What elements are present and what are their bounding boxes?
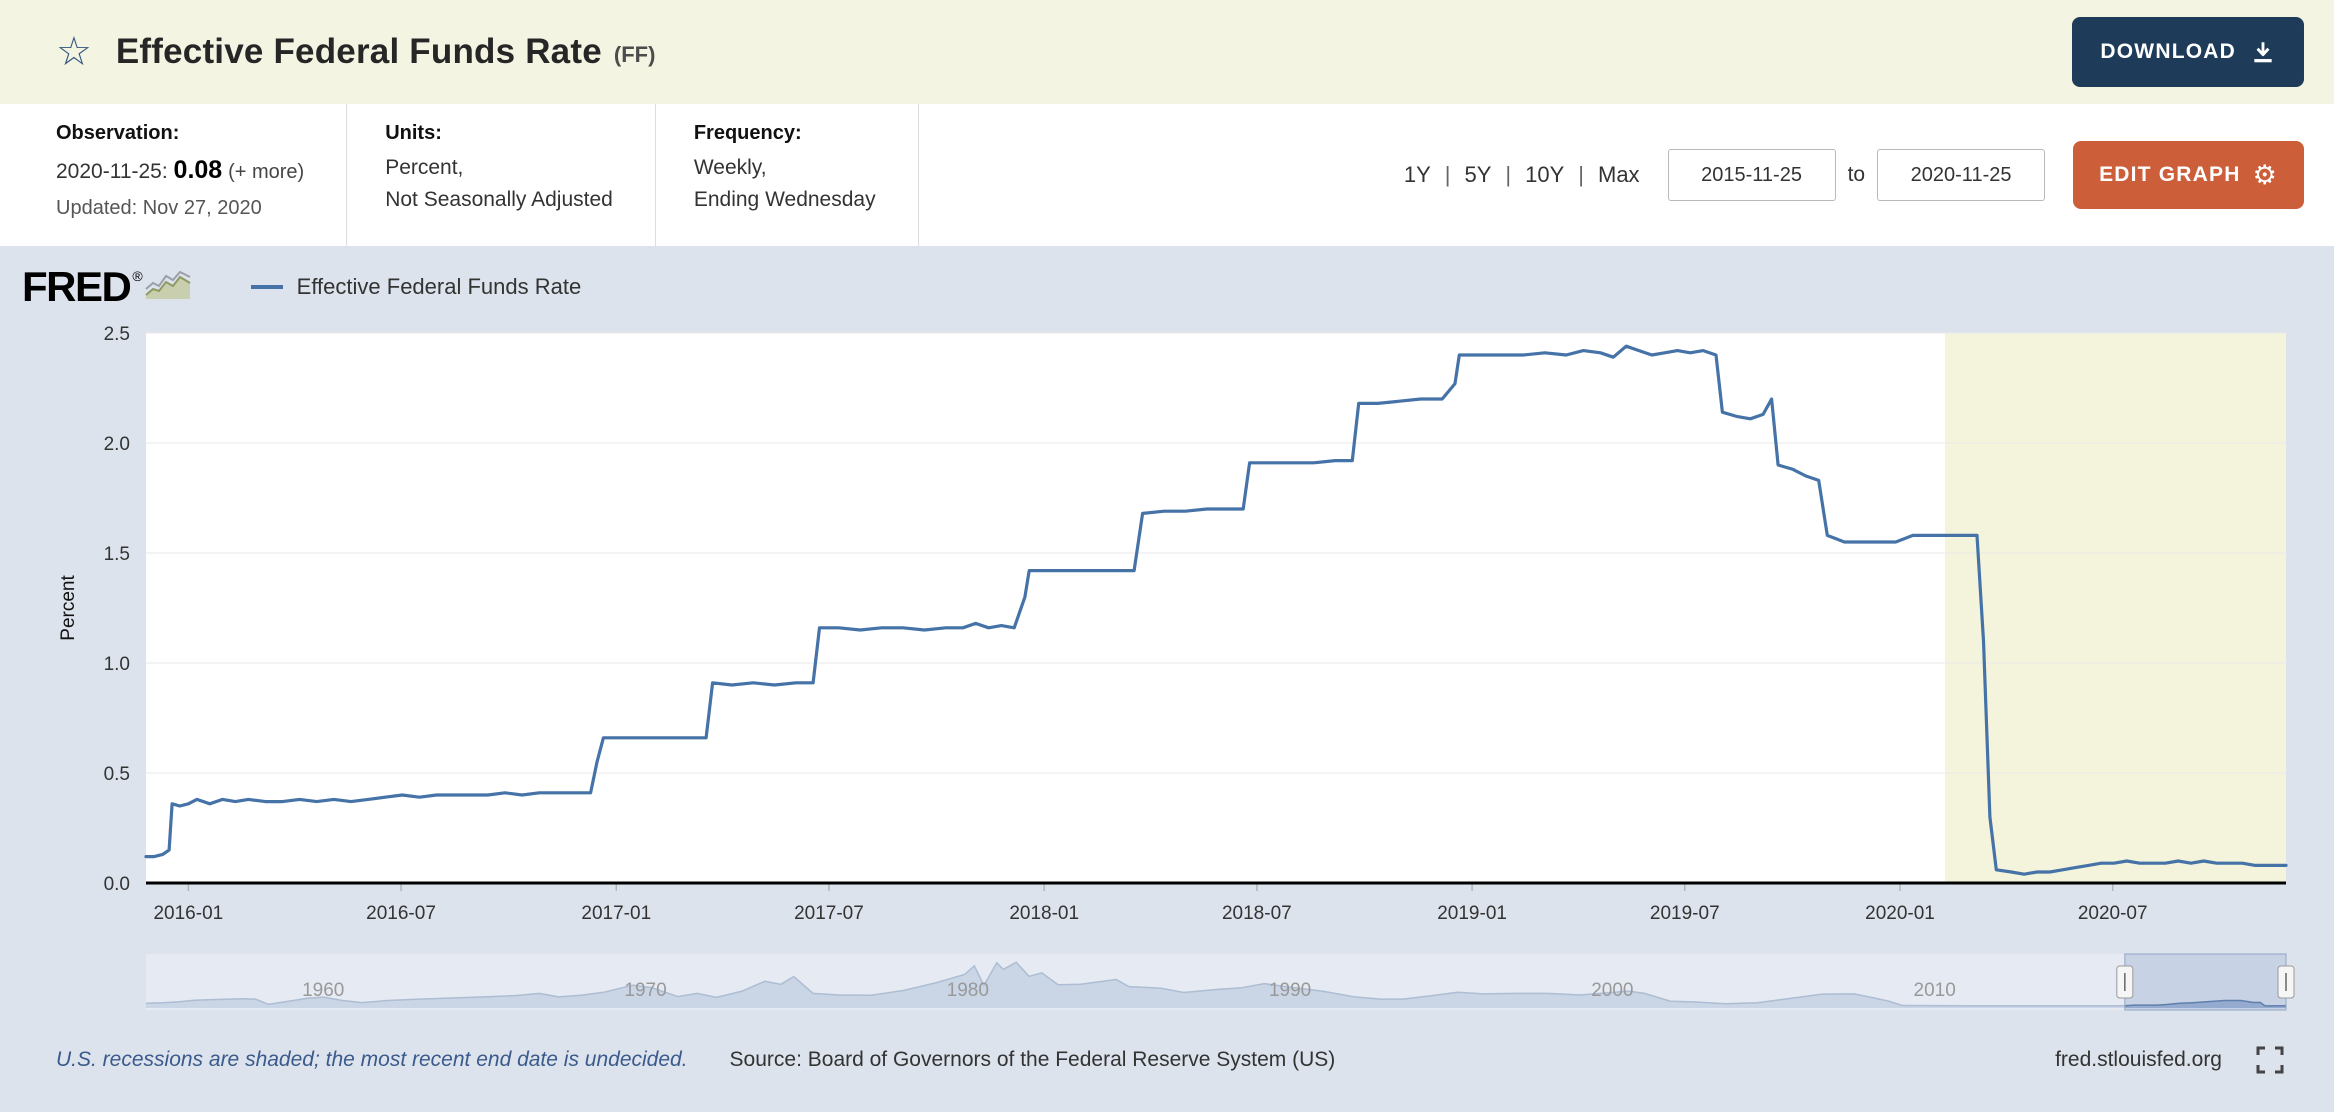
svg-text:1970: 1970: [624, 980, 666, 1001]
svg-text:0.5: 0.5: [104, 764, 130, 785]
navigator-handle-left[interactable]: [2116, 965, 2134, 999]
fred-logo-text: FRED: [22, 263, 132, 310]
main-chart[interactable]: 0.0 0.5 1.0 1.5 2.0 2.5 2016-01 2016-07 2017-01 2…: [56, 318, 2300, 938]
range-selector: 1Y | 5Y | 10Y | Max: [1404, 162, 1640, 188]
range-link-1y[interactable]: 1Y: [1403, 162, 1431, 187]
range-link-5y[interactable]: 5Y: [1464, 162, 1492, 187]
download-button[interactable]: DOWNLOAD: [2072, 17, 2304, 87]
source-note: Source: Board of Governors of the Federa…: [729, 1048, 1336, 1071]
navigator-handle-right[interactable]: [2277, 965, 2295, 999]
legend-line-swatch: [250, 285, 283, 289]
page-title: Effective Federal Funds Rate: [115, 32, 602, 71]
svg-text:2019-07: 2019-07: [1650, 903, 1720, 924]
range-separator: |: [1505, 162, 1512, 187]
frequency-value-line1: Weekly,: [693, 156, 767, 179]
svg-text:2016-07: 2016-07: [366, 903, 436, 924]
recession-note: U.S. recessions are shaded; the most rec…: [56, 1048, 688, 1071]
svg-text:2018-01: 2018-01: [1009, 903, 1079, 924]
registered-mark: ®: [132, 268, 143, 284]
site-link[interactable]: fred.stlouisfed.org: [2055, 1048, 2222, 1071]
gear-icon: ⚙: [2252, 159, 2278, 190]
svg-text:0.0: 0.0: [104, 874, 130, 895]
range-link-max[interactable]: Max: [1598, 162, 1640, 187]
edit-graph-button[interactable]: EDIT GRAPH ⚙: [2073, 141, 2304, 209]
meta-bar: Observation: 2020-11-25: 0.08 (+ more) U…: [0, 104, 2334, 246]
svg-text:2019-01: 2019-01: [1437, 903, 1507, 924]
edit-graph-label: EDIT GRAPH: [2099, 163, 2241, 186]
favorite-star-icon[interactable]: ☆: [56, 30, 92, 74]
svg-text:2020-01: 2020-01: [1865, 903, 1935, 924]
download-icon: [2254, 42, 2272, 63]
navigator-chart[interactable]: 1960 1970 1980 1990 2000 2010: [145, 953, 2295, 1011]
svg-text:2017-01: 2017-01: [581, 903, 651, 924]
units-label: Units:: [385, 122, 442, 144]
svg-text:1990: 1990: [1269, 980, 1311, 1001]
svg-text:2018-07: 2018-07: [1222, 903, 1292, 924]
observation-column: Observation: 2020-11-25: 0.08 (+ more) U…: [56, 104, 346, 246]
graph-panel: FRED ® Effective Federal Funds Rate 0.0 0…: [0, 246, 2334, 1112]
chart-legend: Effective Federal Funds Rate: [250, 274, 582, 300]
svg-text:2016-01: 2016-01: [153, 903, 223, 924]
fred-logo-sparkline-icon: [145, 270, 191, 299]
svg-text:2017-07: 2017-07: [794, 903, 864, 924]
date-range: to: [1667, 149, 2046, 201]
frequency-column: Frequency: Weekly, Ending Wednesday: [654, 104, 919, 246]
units-column: Units: Percent, Not Seasonally Adjusted: [346, 104, 655, 246]
svg-text:2.5: 2.5: [104, 324, 130, 345]
svg-text:1960: 1960: [302, 980, 344, 1001]
download-label: DOWNLOAD: [2100, 40, 2236, 63]
svg-text:2010: 2010: [1914, 980, 1956, 1001]
units-value-line2: Not Seasonally Adjusted: [385, 187, 613, 211]
series-ticker: (FF): [613, 42, 656, 67]
frequency-label: Frequency:: [693, 122, 802, 144]
svg-text:2.0: 2.0: [104, 434, 130, 455]
fullscreen-icon[interactable]: [2256, 1046, 2284, 1074]
chart-notes: U.S. recessions are shaded; the most rec…: [0, 1010, 2334, 1074]
frequency-value-line2: Ending Wednesday: [693, 187, 876, 211]
observation-more-link[interactable]: (+ more): [228, 161, 305, 183]
svg-text:1980: 1980: [947, 980, 989, 1001]
page-header: ☆ Effective Federal Funds Rate (FF) DOWN…: [0, 0, 2334, 104]
svg-text:1.5: 1.5: [104, 544, 130, 565]
legend-label: Effective Federal Funds Rate: [296, 274, 582, 299]
range-separator: |: [1444, 162, 1451, 187]
observation-value: 0.08: [173, 156, 223, 184]
svg-text:2020-07: 2020-07: [2078, 903, 2148, 924]
date-to-label: to: [1847, 163, 1866, 186]
observation-updated: Updated: Nov 27, 2020: [56, 196, 262, 219]
svg-text:1.0: 1.0: [104, 654, 130, 675]
graph-header: FRED ® Effective Federal Funds Rate: [0, 246, 2334, 318]
observation-date: 2020-11-25:: [56, 160, 168, 183]
fred-logo: FRED ®: [22, 266, 191, 308]
date-from-input[interactable]: [1667, 149, 1836, 201]
range-controls: 1Y | 5Y | 10Y | Max to EDIT GRAPH ⚙: [1404, 104, 2304, 246]
range-separator: |: [1578, 162, 1584, 187]
range-link-10y[interactable]: 10Y: [1525, 162, 1565, 187]
svg-text:Percent: Percent: [58, 575, 79, 641]
svg-text:2000: 2000: [1591, 980, 1633, 1001]
observation-label: Observation:: [56, 122, 180, 144]
date-to-input[interactable]: [1877, 149, 2046, 201]
units-value-line1: Percent,: [385, 156, 464, 179]
